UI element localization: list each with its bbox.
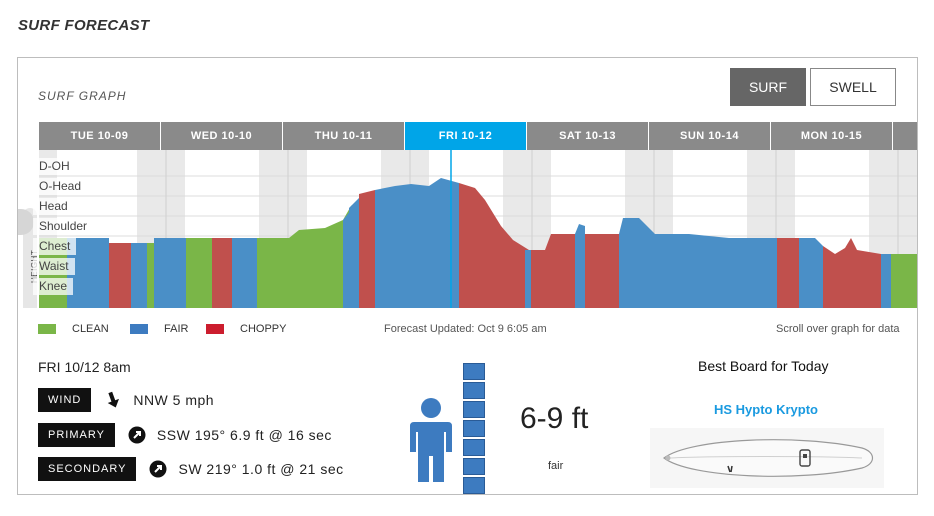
height-block <box>463 363 485 380</box>
fair-segment <box>799 238 823 308</box>
clean-segment <box>279 200 359 308</box>
arrow-up-right-icon <box>127 425 147 445</box>
day-tab-active[interactable]: FRI 10-12 <box>405 122 527 150</box>
surf-graph-panel: SURF GRAPH SURF SWELL TUE 10-09 WED 10-1… <box>17 57 918 495</box>
scroll-note: Scroll over graph for data <box>776 323 900 335</box>
wind-row: WIND NNW 5 mph <box>38 388 214 412</box>
fair-segment <box>349 198 359 308</box>
fair-segment <box>575 224 585 308</box>
legend-swatch <box>38 324 56 334</box>
clean-segment <box>891 254 917 308</box>
height-block <box>463 382 485 399</box>
height-label: Chest <box>33 238 77 255</box>
surf-height-graph[interactable] <box>39 150 917 308</box>
board-name-link[interactable]: HS Hypto Krypto <box>714 402 818 417</box>
height-label: Knee <box>33 278 74 295</box>
legend-swatch <box>130 324 148 334</box>
choppy-segment <box>585 234 619 308</box>
day-tabs: TUE 10-09 WED 10-10 THU 10-11 FRI 10-12 … <box>39 122 917 150</box>
person-icon <box>406 398 456 487</box>
secondary-swell-row: SECONDARY SW 219° 1.0 ft @ 21 sec <box>38 457 344 481</box>
legend-label: CLEAN <box>72 323 109 335</box>
best-board-title: Best Board for Today <box>698 358 829 374</box>
current-time: FRI 10/12 8am <box>38 359 131 375</box>
surf-graph-svg[interactable] <box>39 150 917 308</box>
choppy-segment <box>359 190 375 308</box>
primary-swell-row: PRIMARY SSW 195° 6.9 ft @ 16 sec <box>38 423 332 447</box>
fair-segment <box>154 238 186 308</box>
height-block <box>463 420 485 437</box>
choppy-segment <box>531 234 575 308</box>
fair-segment <box>232 238 257 308</box>
choppy-segment <box>212 238 232 308</box>
height-block <box>463 477 485 494</box>
secondary-tag: SECONDARY <box>38 457 137 481</box>
surf-toggle-button[interactable]: SURF <box>730 68 806 106</box>
fair-segment <box>881 254 891 308</box>
day-tab[interactable]: WED 10-10 <box>161 122 283 150</box>
height-label: Waist <box>33 258 75 275</box>
day-tab[interactable]: THU 10-11 <box>283 122 405 150</box>
primary-tag: PRIMARY <box>38 423 115 447</box>
wave-height: 6-9 ft <box>520 402 589 435</box>
clean-segment <box>147 243 154 308</box>
surfboard-image[interactable] <box>650 428 884 488</box>
legend-clean: CLEAN <box>38 323 109 335</box>
swell-toggle-button[interactable]: SWELL <box>810 68 896 106</box>
wind-value: NNW 5 mph <box>133 392 215 408</box>
height-block <box>463 439 485 456</box>
arrow-down-icon <box>103 390 123 410</box>
legend-fair: FAIR <box>130 323 188 335</box>
primary-value: SSW 195° 6.9 ft @ 16 sec <box>156 427 332 443</box>
height-label: D-OH <box>33 158 76 175</box>
day-tab[interactable]: SAT 10-13 <box>527 122 649 150</box>
arrow-up-right-icon <box>148 459 168 479</box>
height-label: Head <box>33 198 74 215</box>
page-title: SURF FORECAST <box>18 17 150 34</box>
clean-segment <box>186 238 212 308</box>
wave-quality: fair <box>548 460 564 472</box>
choppy-segment <box>109 243 131 308</box>
day-tab[interactable]: MON 10-15 <box>771 122 893 150</box>
forecast-updated: Forecast Updated: Oct 9 6:05 am <box>384 323 547 335</box>
wind-tag: WIND <box>38 388 92 412</box>
fair-segment <box>619 218 655 308</box>
fair-segment <box>375 178 459 308</box>
legend-label: CHOPPY <box>240 323 287 335</box>
fair-segment <box>131 243 147 308</box>
height-label: Shoulder <box>33 218 94 235</box>
choppy-segment <box>823 238 881 308</box>
fair-segment <box>525 250 531 308</box>
height-label: O-Head <box>33 178 88 195</box>
clean-segment <box>257 238 279 308</box>
wave-height-stack <box>463 363 485 496</box>
legend-swatch <box>206 324 224 334</box>
legend-label: FAIR <box>164 323 189 335</box>
day-tab[interactable]: SUN 10-14 <box>649 122 771 150</box>
legend-choppy: CHOPPY <box>206 323 286 335</box>
choppy-segment <box>459 183 529 308</box>
secondary-value: SW 219° 1.0 ft @ 21 sec <box>178 461 344 477</box>
day-tab[interactable]: TUE 10-09 <box>39 122 161 150</box>
choppy-segment <box>777 238 799 308</box>
height-axis-knob[interactable] <box>18 209 34 235</box>
height-block <box>463 458 485 475</box>
height-block <box>463 401 485 418</box>
graph-title: SURF GRAPH <box>38 89 127 103</box>
fair-segment <box>655 234 799 308</box>
